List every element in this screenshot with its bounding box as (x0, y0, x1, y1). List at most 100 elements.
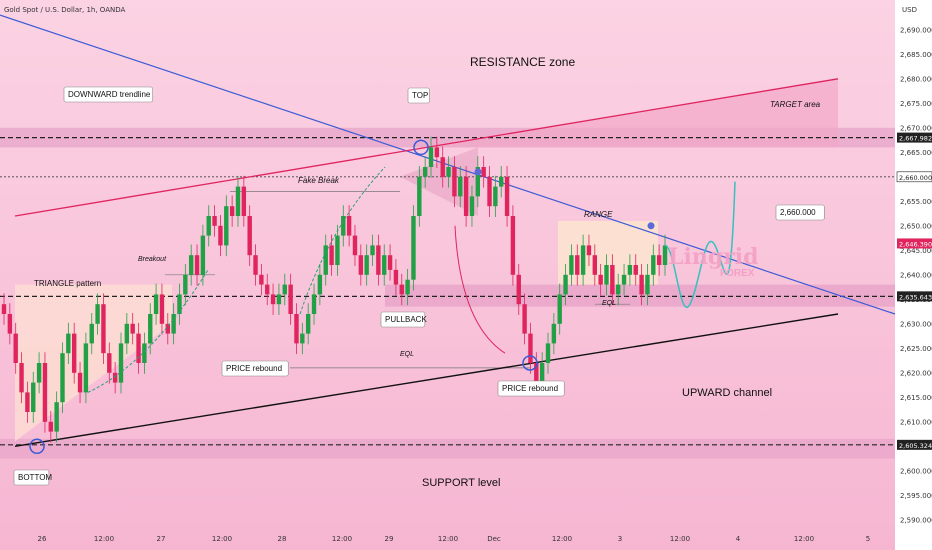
x-tick-label: 12:00 (332, 535, 352, 543)
candle (7, 314, 13, 334)
price-tag-label: 2,660.000 (899, 174, 932, 182)
price-tag-box (897, 439, 932, 450)
pivot-marker-circle (522, 355, 538, 371)
touch-dot (647, 222, 655, 230)
chart-title: Gold Spot / U.S. Dollar, 1h, OANDA (4, 6, 125, 14)
x-tick-label: 28 (278, 535, 287, 543)
candle (575, 255, 580, 275)
candle (405, 279, 410, 295)
candle (183, 274, 188, 295)
candle (481, 167, 486, 177)
pullback-label: PULLBACK (385, 315, 427, 324)
candle (54, 402, 59, 432)
candle (341, 216, 346, 236)
candle (317, 274, 323, 295)
candle (598, 274, 603, 285)
x-tick-label: 29 (385, 535, 394, 543)
pullback-label-box (380, 311, 426, 328)
candle (218, 225, 223, 246)
candle (569, 255, 574, 275)
y-tick-label: 2,625.000 (900, 345, 932, 353)
candle (458, 176, 463, 197)
touch-dot (474, 168, 482, 176)
candle (77, 372, 83, 393)
candle (610, 265, 615, 295)
eql-label-right: EQL (602, 300, 616, 307)
candle (300, 333, 305, 344)
top-label: TOP (412, 91, 428, 100)
y-tick-label: 2,630.000 (900, 320, 932, 328)
downward-trendline-label-box (63, 86, 153, 103)
eql-label-left: EQL (400, 351, 414, 358)
y-tick-label: 2,640.000 (900, 271, 932, 279)
pullback-arrow (454, 225, 506, 354)
pivot-marker-circle (413, 139, 429, 156)
candle (335, 235, 340, 265)
target-price-label: 2,660.000 (780, 208, 816, 217)
candle (48, 421, 53, 432)
candle (294, 314, 299, 344)
price-rebound-label-left-box (221, 360, 289, 377)
candle (235, 186, 241, 216)
candle (358, 255, 364, 275)
candle (247, 216, 252, 256)
candle (463, 176, 469, 216)
x-tick-label: Dec (487, 535, 501, 543)
candle (200, 235, 206, 275)
candle (159, 294, 165, 324)
range-label: RANGE (584, 210, 613, 219)
candle (563, 274, 568, 295)
downward-trendline-label: DOWNWARD trendline (68, 90, 151, 99)
candle (551, 323, 557, 344)
candle (592, 255, 598, 275)
candle (364, 255, 369, 275)
candle (1, 304, 7, 314)
target-area-label: TARGET area (770, 100, 821, 109)
candle (545, 343, 551, 363)
x-tick-label: 12:00 (94, 535, 114, 543)
candle (393, 269, 399, 285)
candle (522, 304, 527, 334)
candle (346, 216, 352, 236)
downward-trendline (0, 14, 896, 315)
y-tick-label: 2,675.000 (900, 100, 932, 108)
y-tick-label: 2,645.000 (900, 247, 932, 255)
upward-channel-line (14, 313, 839, 447)
candle (633, 265, 638, 275)
candle (662, 245, 668, 265)
candle (259, 274, 264, 285)
y-tick-label: 2,670.000 (900, 124, 932, 132)
support-zone-band (0, 438, 895, 459)
candle (539, 363, 545, 383)
candle (288, 284, 293, 314)
upward-channel-label: UPWARD channel (682, 387, 772, 399)
y-tick-label: 2,620.000 (900, 369, 932, 377)
candle (504, 176, 510, 216)
y-tick-label: 2,690.000 (900, 26, 932, 34)
price-tag-label: 2,635.643 (899, 293, 932, 301)
candle (265, 284, 270, 295)
y-tick-label: 2,655.000 (900, 198, 932, 206)
candle (487, 176, 492, 207)
rebound-arrow-1 (87, 269, 209, 393)
candle (656, 255, 662, 265)
candle (422, 167, 428, 177)
candle (434, 147, 440, 158)
candle (142, 343, 147, 363)
candle (194, 255, 200, 275)
y-tick-label: 2,680.000 (900, 75, 932, 83)
y-tick-label: 2,610.000 (900, 418, 932, 426)
candle (124, 323, 130, 344)
y-tick-label: 2,615.000 (900, 394, 932, 402)
candle (586, 245, 592, 256)
resistance-trendline (14, 78, 839, 217)
pivot-marker-circle (29, 438, 45, 455)
candle (19, 363, 24, 393)
candle (153, 294, 159, 314)
candle (42, 363, 48, 422)
candle (376, 245, 381, 275)
resistance-zone-label: RESISTANCE zone (470, 55, 575, 69)
